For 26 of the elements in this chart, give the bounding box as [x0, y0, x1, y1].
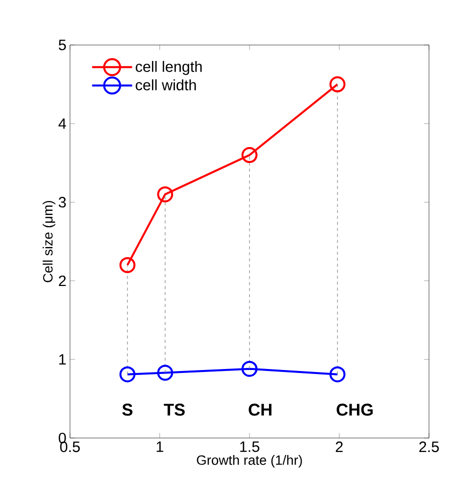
- y-tick-label: 5: [58, 40, 66, 50]
- annotation: TS: [164, 404, 185, 416]
- annotation: CHG: [336, 404, 373, 416]
- y-tick-label: 2: [58, 276, 66, 286]
- point: [119, 257, 136, 274]
- point: [329, 76, 346, 92]
- point: [329, 366, 346, 382]
- x-axis-title: Growth rate (1/hr): [196, 454, 302, 468]
- point: [242, 360, 258, 377]
- point: [157, 364, 174, 381]
- annotation: S: [122, 404, 132, 416]
- point: [157, 186, 174, 202]
- y-tick-label: 4: [58, 118, 66, 129]
- y-axis-title: Cell size (μm): [42, 200, 56, 282]
- x-tick-label: 2: [336, 442, 343, 452]
- x-tick-label: 2.5: [419, 442, 439, 452]
- y-tick-label: 3: [58, 196, 66, 208]
- y-tick-label: 1: [59, 354, 66, 365]
- legend-label: cell width: [136, 79, 196, 90]
- x-tick-label: 1.5: [240, 442, 260, 452]
- legend-label: cell length: [136, 60, 202, 75]
- x-tick-label: 1: [156, 442, 164, 452]
- point: [119, 366, 136, 382]
- x-tick-label: 0.5: [60, 442, 80, 452]
- point: [242, 147, 258, 164]
- annotation: CH: [248, 404, 272, 416]
